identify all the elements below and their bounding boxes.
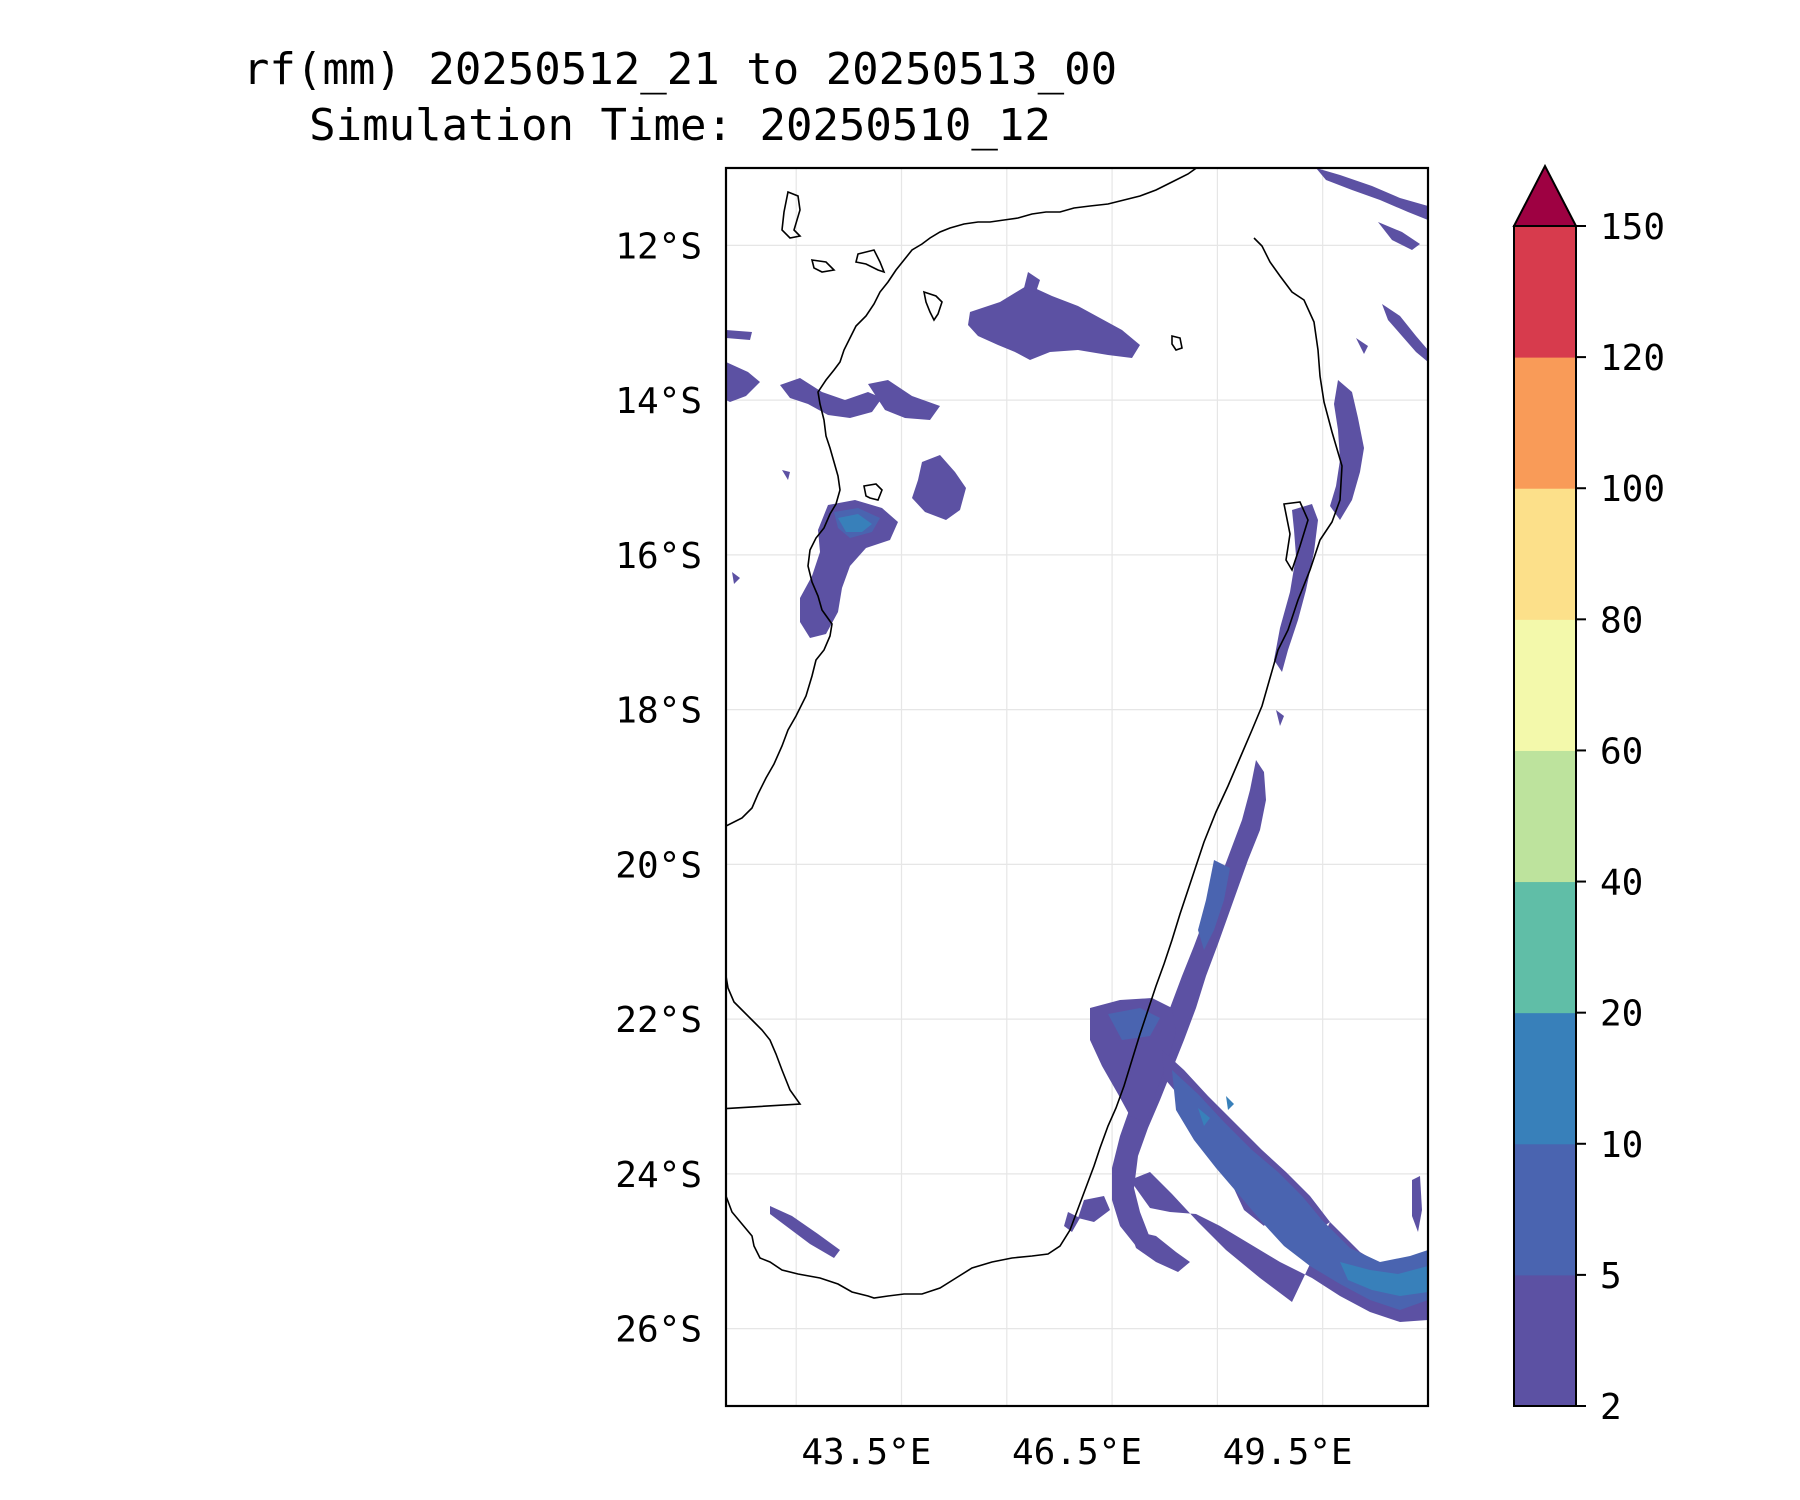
colorbar-tick-label: 150 [1600,207,1665,248]
colorbar-segment [1514,1012,1576,1145]
lat-tick-label: 26°S [615,1310,702,1351]
colorbar-segment [1514,881,1576,1014]
longitude-labels: 43.5°E 46.5°E 49.5°E [801,1432,1352,1473]
colorbar-tick-label: 100 [1600,469,1665,510]
lat-tick-label: 18°S [615,691,702,732]
lat-tick-label: 14°S [615,381,702,422]
colorbar-segment [1514,750,1576,883]
latitude-labels: 12°S 14°S 16°S 18°S 20°S 22°S 24°S 26°S [615,226,702,1350]
colorbar-tick-label: 80 [1600,600,1643,641]
colorbar-tick-label: 2 [1600,1387,1622,1428]
lon-tick-label: 49.5°E [1223,1432,1353,1473]
coastline [726,168,1343,1299]
colorbar-tick-label: 60 [1600,731,1643,772]
colorbar-frame [1513,225,1577,1407]
rainfall-field [726,168,1428,1322]
lon-tick-label: 43.5°E [801,1432,931,1473]
colorbar-segment [1514,488,1576,620]
lat-tick-label: 16°S [615,536,702,577]
plot-frame [724,166,1430,1408]
rainfall-contour-heavy [838,514,1428,1296]
colorbar: 2 5 10 20 40 60 80 100 120 150 [1512,163,1665,1428]
colorbar-tick-label: 5 [1600,1256,1622,1297]
lat-tick-label: 24°S [615,1155,702,1196]
colorbar-segment [1514,226,1576,358]
colorbar-tick-label: 20 [1600,994,1643,1035]
colorbar-segment [1514,1143,1576,1276]
colorbar-tick-label: 40 [1600,863,1643,904]
lat-tick-label: 22°S [615,1000,702,1041]
colorbar-segment [1514,357,1576,489]
colorbar-tick-label: 120 [1600,338,1665,379]
map-title: rf(mm) 20250512_21 to 20250513_00 [242,44,1118,95]
colorbar-segment [1514,1274,1576,1407]
lat-tick-label: 20°S [615,845,702,886]
lon-tick-label: 46.5°E [1012,1432,1142,1473]
lat-tick-label: 12°S [615,226,702,267]
colorbar-extend-arrow [1512,163,1578,227]
colorbar-tick-label: 10 [1600,1125,1643,1166]
colorbar-segment [1514,619,1576,751]
map-subtitle: Simulation Time: 20250510_12 [309,100,1051,151]
